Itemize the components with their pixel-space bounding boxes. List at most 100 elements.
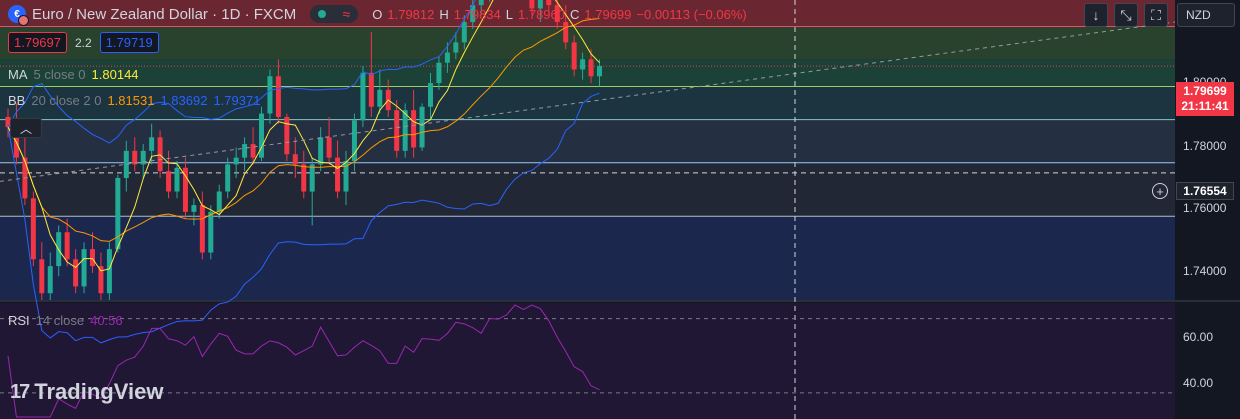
candle-body [157, 137, 163, 172]
tradingview-logo-icon: 17 [10, 380, 30, 403]
candle-body [5, 116, 11, 128]
candle-body [478, 0, 484, 6]
bb-params: 20 close 2 0 [31, 93, 102, 108]
market-status-toggle[interactable]: ≈ [310, 5, 359, 23]
ma-legend[interactable]: MA 5 close 0 1.80144 [8, 67, 139, 82]
price-axis-panel [1175, 0, 1240, 419]
candle-body [554, 5, 560, 23]
candle-body [208, 211, 214, 253]
candle-body [47, 266, 53, 294]
arrow-down-icon[interactable]: ↓ [1084, 3, 1108, 27]
bb-legend[interactable]: BB 20 close 2 0 1.81531 1.83692 1.79371 [8, 93, 260, 108]
candle-body [115, 177, 121, 250]
candle-body [225, 164, 231, 192]
ma-line [7, 0, 600, 272]
ohlc-open-key: O [372, 6, 383, 22]
candle-body [360, 72, 366, 121]
candle-body [191, 205, 197, 212]
candle-body [199, 205, 205, 253]
fullscreen-icon[interactable]: ⛶ [1144, 3, 1168, 27]
trend-line [0, 21, 1176, 182]
buy-button[interactable]: 1.79719 [99, 32, 159, 53]
bb-upper-line [7, 0, 477, 144]
ohlc-high-value: 1.79834 [453, 6, 501, 22]
candle-body [588, 59, 594, 77]
rsi-legend[interactable]: RSI 14 close 40.56 [8, 313, 123, 328]
price-zone [0, 86, 1175, 120]
candle-body [580, 59, 586, 70]
candle-body [132, 150, 138, 165]
candle-body [368, 72, 374, 107]
rsi-panel [0, 303, 1175, 419]
tradingview-logo[interactable]: 17 TradingView [10, 379, 163, 405]
price-change: −0.00113 (−0.06%) [636, 6, 747, 22]
trade-buttons: 1.79697 2.2 1.79719 [8, 32, 159, 53]
logo-text: TradingView [34, 379, 164, 404]
price-axis-label: 1.76000 [1183, 201, 1227, 215]
candle-body [394, 110, 400, 151]
ohlc-values: O 1.79812 H 1.79834 L 1.78960 C 1.79699 −0.0… [372, 7, 746, 22]
candle-body [343, 161, 349, 192]
add-alert-plus-icon[interactable]: + [1152, 183, 1168, 199]
candle-body [537, 0, 543, 9]
ma-value: 1.80144 [91, 67, 139, 82]
spread-value: 2.2 [75, 35, 92, 50]
chart-header: € Euro / New Zealand Dollar · 1D · FXCM … [8, 2, 747, 26]
ohlc-close-value: 1.79699 [584, 6, 632, 22]
price-zone [0, 0, 1175, 27]
candle-body [30, 198, 36, 260]
toolbar: ↓ ⤡ ⛶ [1084, 3, 1168, 27]
candle-body [444, 52, 450, 63]
ohlc-low-value: 1.78960 [518, 6, 565, 22]
candle-body [233, 157, 239, 165]
candle-body [182, 167, 188, 212]
price-zone [0, 216, 1175, 300]
candle-body [529, 0, 535, 9]
bb-lower-line [7, 92, 600, 344]
currency-flag-icon: € [8, 5, 29, 26]
rsi-axis-label: 60.00 [1183, 330, 1214, 344]
candle-body [90, 249, 95, 267]
candle-body [411, 110, 417, 148]
candle-body [563, 22, 569, 43]
ohlc-open-value: 1.79812 [387, 6, 435, 22]
candle-body [326, 137, 332, 158]
price-axis-label: 1.74000 [1183, 264, 1227, 278]
candle-body [267, 76, 273, 114]
candle-body [284, 116, 290, 155]
candle-body [149, 137, 155, 151]
symbol-title[interactable]: Euro / New Zealand Dollar · 1D · FXCM [32, 5, 297, 23]
ohlc-high-key: H [439, 6, 449, 22]
candle-body [436, 62, 442, 84]
candle-body [242, 144, 248, 158]
rsi-axis-label: 40.00 [1183, 376, 1214, 390]
candle-body [309, 164, 315, 192]
candle-body [419, 106, 425, 148]
candle-body [39, 259, 45, 294]
bb-basis-value: 1.81531 [107, 93, 155, 108]
price-zone [0, 26, 1175, 60]
candle-body [351, 120, 357, 162]
collapse-icon[interactable]: ⤡ [1114, 3, 1138, 27]
currency-selector[interactable]: NZD [1177, 3, 1235, 27]
collapse-legend-button[interactable]: ︿ [10, 118, 42, 138]
candle-body [470, 5, 476, 23]
ohlc-low-key: L [505, 6, 513, 22]
price-zone [0, 119, 1175, 163]
candle-body [377, 89, 383, 107]
candle-body [335, 157, 341, 192]
bar-countdown: 21:11:41 [1181, 99, 1229, 113]
candle-body [123, 150, 129, 178]
candle-body [64, 232, 70, 260]
candle-body [318, 137, 324, 165]
rsi-value: 40.56 [90, 313, 123, 328]
candle-body [292, 154, 298, 165]
candle-body [275, 76, 281, 117]
sell-button[interactable]: 1.79697 [8, 32, 67, 53]
candle-body [140, 150, 146, 165]
candle-body [402, 110, 408, 151]
candle-body [216, 191, 222, 212]
ma-name: MA [8, 67, 28, 82]
